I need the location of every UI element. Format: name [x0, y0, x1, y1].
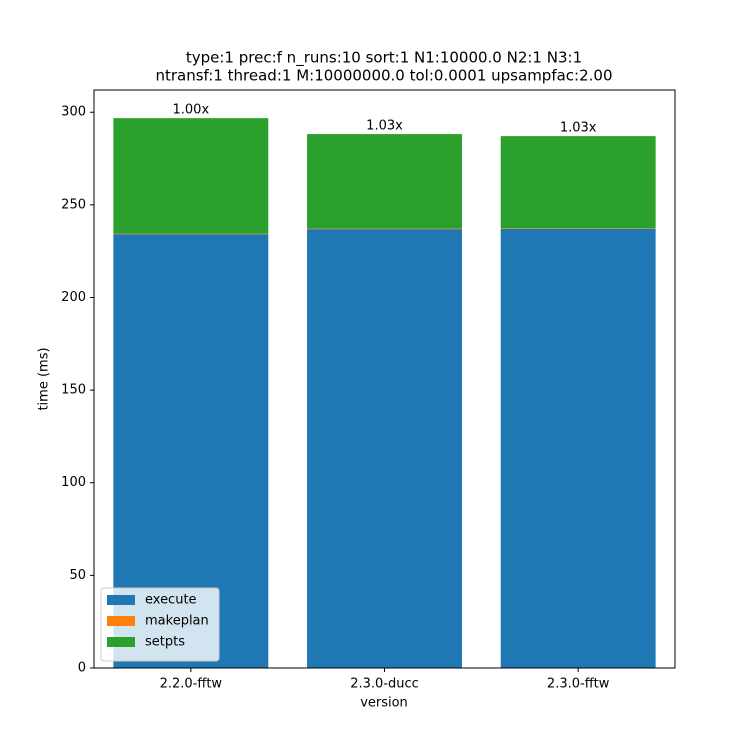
- y-tick-label: 50: [69, 568, 86, 583]
- x-axis-label: version: [360, 696, 408, 711]
- bar-segment: [500, 228, 656, 229]
- legend-swatch: [107, 637, 135, 647]
- plot-frame: [93, 89, 676, 669]
- bar-segment: [500, 228, 656, 668]
- bar-annotation: 1.00x: [173, 103, 210, 118]
- bar-segment: [113, 118, 269, 234]
- y-axis-label: time (ms): [37, 347, 52, 410]
- legend-label: setpts: [145, 635, 185, 650]
- legend-swatch: [107, 595, 135, 605]
- legend-label: makeplan: [145, 614, 209, 629]
- y-tick-label: 150: [61, 383, 86, 398]
- bar-segment: [307, 134, 462, 229]
- y-tick-label: 100: [61, 475, 86, 490]
- x-tick-label: 2.3.0-fftw: [547, 677, 610, 692]
- bar-segment: [307, 229, 462, 668]
- legend-swatch: [107, 616, 135, 626]
- y-tick-label: 200: [61, 290, 86, 305]
- x-tick-label: 2.2.0-fftw: [160, 677, 223, 692]
- chart-title: ntransf:1 thread:1 M:10000000.0 tol:0.00…: [155, 67, 612, 85]
- chart-title: type:1 prec:f n_runs:10 sort:1 N1:10000.…: [186, 49, 582, 68]
- y-tick-label: 0: [78, 661, 86, 676]
- bar-annotation: 1.03x: [366, 119, 403, 134]
- bar-annotation: 1.03x: [560, 121, 597, 136]
- y-tick-label: 300: [61, 105, 86, 120]
- bar-segment: [500, 136, 656, 229]
- bar-segment: [307, 228, 462, 230]
- bar-segment: [113, 233, 269, 235]
- x-tick-label: 2.3.0-ducc: [350, 677, 419, 692]
- legend-label: execute: [145, 593, 197, 608]
- y-tick-label: 250: [61, 197, 86, 212]
